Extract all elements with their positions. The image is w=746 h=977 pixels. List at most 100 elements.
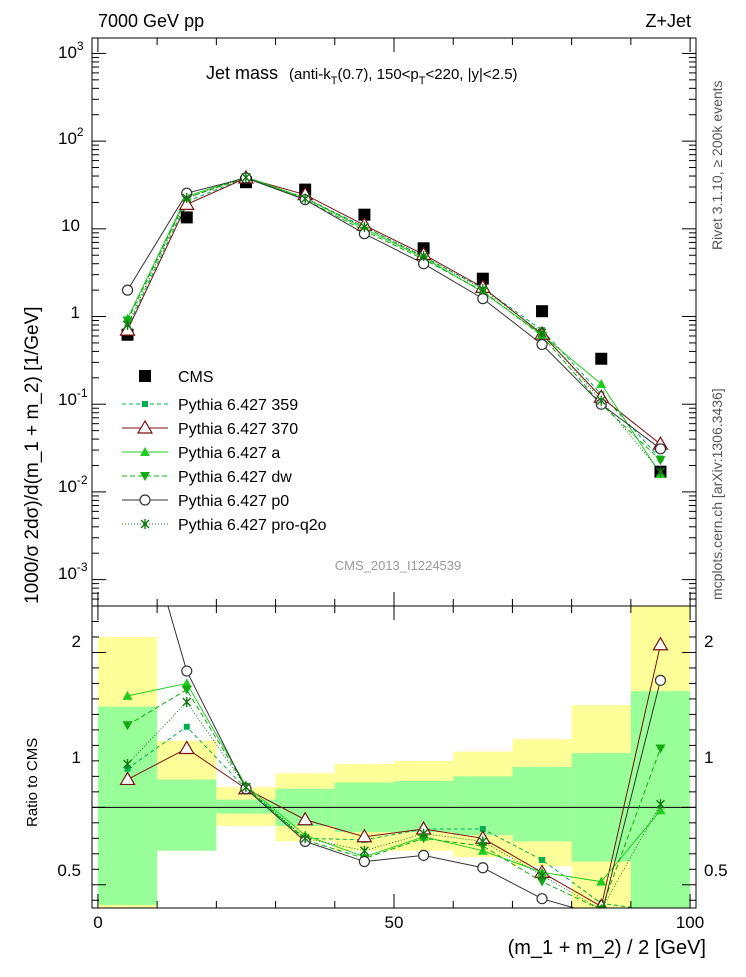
mc-point <box>536 338 548 351</box>
ytick-label-10: 10 <box>61 216 80 235</box>
mc-point <box>178 196 195 210</box>
ratio-point <box>418 849 430 861</box>
ratio-point <box>122 690 133 700</box>
ratio-point <box>654 674 667 686</box>
plot-title: Jet mass (anti-kT(0.7), 150<pT<220, |y|<… <box>206 63 518 87</box>
legend-marker <box>140 447 150 456</box>
ratio-point <box>477 862 489 874</box>
mc-point <box>477 293 489 305</box>
ratio-band-inner <box>453 776 513 836</box>
x-axis-title: (m_1 + m_2) / 2 [GeV] <box>508 937 706 959</box>
ratio-point <box>123 758 133 769</box>
legend-marker <box>140 472 150 481</box>
axis-ticks <box>92 38 696 908</box>
xtick-label-0: 0 <box>93 913 102 932</box>
ratio-point <box>178 740 195 755</box>
ratio-point <box>655 744 666 754</box>
ratio-point <box>122 721 133 731</box>
mc-point <box>654 443 667 455</box>
ratio-point <box>655 805 666 815</box>
ytick-label-1e-1: 10-1 <box>58 386 88 409</box>
main-series <box>119 169 669 479</box>
ratio-y-axis-title: Ratio to CMS <box>24 738 41 827</box>
ratio-point <box>539 856 546 863</box>
ratio-band-inner <box>216 799 276 814</box>
main-line <box>127 177 661 445</box>
legend-label: Pythia 6.427 pro-q2o <box>178 517 327 534</box>
data-point <box>476 272 489 285</box>
ratio-point <box>657 908 663 914</box>
mc-point <box>596 395 606 406</box>
xtick-label-100: 100 <box>676 913 704 932</box>
ratio-ytick-label-2-left: 2 <box>72 632 81 651</box>
legend-marker <box>142 401 148 407</box>
legend-marker <box>136 419 154 434</box>
legend-label: Pythia 6.427 dw <box>178 469 292 486</box>
ratio-band-inner <box>97 706 158 905</box>
legend-label: Pythia 6.427 a <box>178 445 280 462</box>
data-point <box>595 352 608 365</box>
mc-point <box>300 193 310 204</box>
energy-label: 7000 GeV pp <box>98 11 204 31</box>
legend-marker <box>140 519 150 529</box>
ratio-point <box>182 697 192 708</box>
ratio-point <box>119 771 136 786</box>
ratio-uncertainty-bands <box>92 606 696 908</box>
mc-point <box>478 284 488 295</box>
ratio-ytick-label-2-right: 2 <box>704 632 713 651</box>
mc-point <box>241 172 251 183</box>
mc-point <box>121 284 134 296</box>
ratio-band-inner <box>512 767 572 842</box>
ratio-point <box>300 833 310 844</box>
main-line <box>127 177 661 459</box>
process-label: Z+Jet <box>645 11 691 31</box>
legend-label: Pythia 6.427 359 <box>178 397 298 414</box>
ratio-point <box>181 665 193 677</box>
legend-label: Pythia 6.427 p0 <box>178 493 289 510</box>
mc-point <box>537 327 547 338</box>
ratio-point <box>596 911 606 921</box>
mc-point <box>123 320 133 331</box>
legend-marker <box>139 494 151 506</box>
ratio-point <box>358 855 370 868</box>
ratio-line <box>127 726 641 908</box>
ratio-point <box>596 876 607 886</box>
mcplots-info: mcplots.cern.ch [arXiv:1306.3436] <box>709 388 725 600</box>
analysis-id: CMS_2013_I1224539 <box>335 558 462 573</box>
ytick-label-1e3: 103 <box>58 39 84 62</box>
data-point <box>536 305 549 318</box>
ratio-point <box>297 811 314 826</box>
main-line <box>127 176 661 473</box>
mc-point <box>655 466 665 477</box>
ratio-line <box>127 644 661 908</box>
ratio-point <box>359 845 369 856</box>
mc-point <box>419 250 429 261</box>
ratio-point <box>181 678 192 688</box>
ratio-point <box>479 826 486 833</box>
legend-marker <box>139 370 151 382</box>
ytick-label-1e-3: 10-3 <box>58 560 88 583</box>
ratio-point <box>419 828 429 839</box>
data-point <box>358 208 371 221</box>
legend-label: CMS <box>178 369 214 386</box>
ratio-point <box>181 685 192 695</box>
ratio-point <box>537 870 547 881</box>
legend-label: Pythia 6.427 370 <box>178 421 298 438</box>
ratio-point <box>537 877 548 887</box>
xtick-label-50: 50 <box>385 913 404 932</box>
mc-point <box>182 192 192 203</box>
ytick-label-1e-2: 10-2 <box>58 473 88 496</box>
mc-point <box>596 379 607 389</box>
rivet-info: Rivet 3.1.10, ≥ 200k events <box>709 80 725 250</box>
ratio-ytick-label-1-left: 1 <box>72 748 81 767</box>
ratio-point <box>596 904 606 908</box>
ratio-point <box>536 893 548 905</box>
legend: CMS Pythia 6.427 359 Pythia 6.427 370 Pythi… <box>122 369 327 534</box>
ratio-point <box>241 782 251 793</box>
ratio-band-inner <box>157 779 217 851</box>
ratio-ytick-label-0.5-left: 0.5 <box>57 861 81 880</box>
ratio-line <box>127 688 661 908</box>
ratio-ytick-label-0.5-right: 0.5 <box>704 861 728 880</box>
